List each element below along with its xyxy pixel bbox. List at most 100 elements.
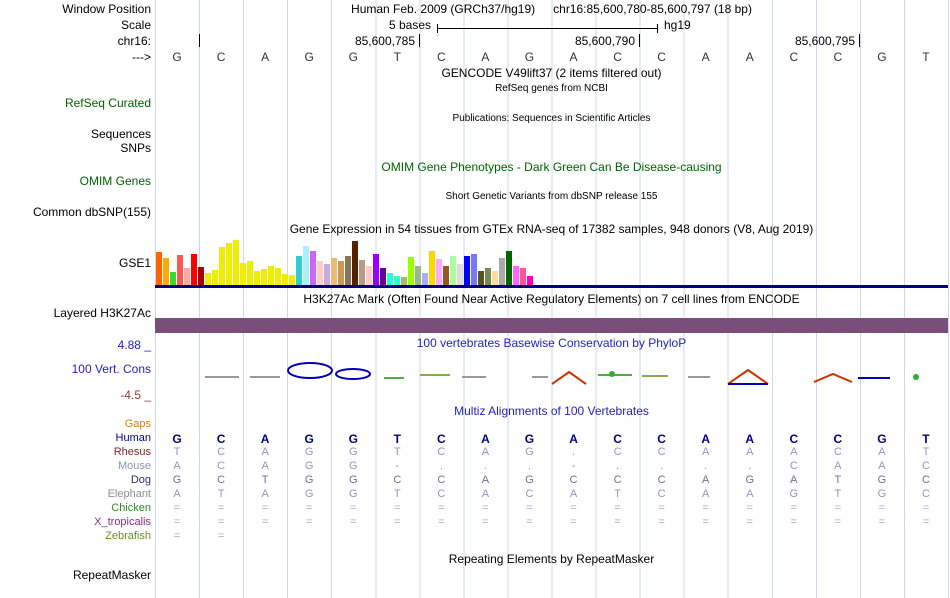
alignment-base: A	[790, 446, 798, 458]
species-label-zebrafish[interactable]: Zebrafish	[105, 530, 151, 542]
track-label-repeatmasker[interactable]: RepeatMasker	[72, 568, 151, 582]
species-label-human[interactable]: Human	[115, 432, 151, 444]
track-title-publications[interactable]: Publications: Sequences in Scientific Ar…	[452, 113, 651, 124]
track-title-repeatmasker[interactable]: Repeating Elements by RepeatMasker	[448, 552, 655, 566]
track-title-gencode[interactable]: GENCODE V49lift37 (2 items filtered out)	[441, 66, 662, 80]
ruler-base: T	[393, 50, 401, 64]
gtex-tissue-bar	[366, 266, 372, 285]
alignment-base: G	[304, 446, 314, 458]
gtex-tissue-bar	[331, 258, 337, 285]
alignment-base: =	[261, 502, 269, 514]
alignment-base: G	[877, 474, 887, 486]
species-label-chicken[interactable]: Chicken	[111, 502, 151, 514]
alignment-base: =	[834, 502, 842, 514]
gtex-tissue-bar	[191, 254, 197, 285]
track-label-snps[interactable]: SNPs	[120, 141, 151, 155]
track-label-layered-h3k27ac[interactable]: Layered H3K27Ac	[53, 306, 151, 320]
ruler-base: T	[922, 50, 930, 64]
species-label-mouse[interactable]: Mouse	[117, 460, 151, 472]
gtex-tissue-bar	[254, 271, 260, 285]
alignment-base: C	[613, 432, 622, 446]
gtex-tissue-bar	[177, 255, 183, 285]
alignment-base: A	[173, 460, 181, 472]
gtex-tissue-bar	[345, 256, 351, 285]
track-title-phylop[interactable]: 100 vertebrates Basewise Conservation by…	[416, 336, 687, 350]
track-label-omim-genes[interactable]: OMIM Genes	[79, 174, 151, 188]
gtex-tissue-bar	[443, 266, 449, 285]
ruler-base: C	[437, 50, 446, 64]
track-title-refseq[interactable]: RefSeq genes from NCBI	[495, 83, 608, 94]
alignment-base: =	[526, 516, 533, 528]
track-title-h3k27ac[interactable]: H3K27Ac Mark (Often Found Near Active Re…	[303, 292, 800, 306]
alignment-base: A	[746, 446, 754, 458]
alignment-base: T	[614, 488, 621, 500]
gtex-tissue-bar	[457, 264, 463, 285]
h3k27ac-signal-bar[interactable]	[155, 318, 948, 333]
window-position-text: Human Feb. 2009 (GRCh37/hg19) chr16:85,60…	[155, 2, 948, 16]
scale-value: 5 bases	[388, 18, 431, 32]
alignment-base: C	[437, 474, 446, 486]
label-chromosome: chr16:	[117, 34, 151, 48]
alignment-base: A	[481, 488, 490, 500]
gtex-tissue-bar	[170, 272, 176, 285]
ruler-base: C	[613, 50, 622, 64]
alignment-base: C	[437, 432, 446, 446]
ruler-base: A	[569, 50, 578, 64]
alignment-base: C	[217, 446, 226, 458]
track-label-sequences[interactable]: Sequences	[90, 127, 151, 141]
alignment-base: C	[657, 474, 666, 486]
alignment-base: A	[701, 432, 711, 446]
track-title-omim[interactable]: OMIM Gene Phenotypes - Dark Green Can Be…	[381, 160, 722, 174]
alignment-base: G	[172, 474, 182, 486]
alignment-base: =	[173, 530, 181, 542]
alignment-base: A	[260, 432, 270, 446]
ruler-coordinate: 85,600,785	[354, 34, 415, 48]
gtex-tissue-bar	[310, 251, 316, 285]
species-label-gaps[interactable]: Gaps	[124, 418, 151, 430]
alignment-base: C	[613, 474, 622, 486]
track-label-refseq-curated[interactable]: RefSeq Curated	[64, 96, 151, 110]
gtex-tissue-bar	[226, 243, 232, 285]
species-label-dog[interactable]: Dog	[130, 474, 151, 486]
scale-bar	[437, 28, 658, 29]
gtex-tissue-bar	[219, 247, 225, 285]
alignment-base: .	[660, 460, 664, 472]
alignment-base: .	[704, 460, 708, 472]
gtex-expression-bars[interactable]	[156, 240, 534, 285]
track-label-100-vert-cons[interactable]: 100 Vert. Cons	[71, 362, 151, 376]
gtex-tissue-bar	[520, 268, 526, 285]
assembly-text: Human Feb. 2009 (GRCh37/hg19)	[351, 2, 536, 16]
gtex-gene-item-label[interactable]: GSE1	[118, 256, 151, 270]
gtex-gene-model-line[interactable]	[155, 285, 948, 288]
gtex-tissue-bar	[247, 261, 253, 285]
alignment-base: G	[524, 432, 535, 446]
track-title-gtex[interactable]: Gene Expression in 54 tissues from GTEx …	[289, 222, 814, 236]
track-label-common-dbsnp[interactable]: Common dbSNP(155)	[32, 205, 151, 219]
alignment-base: .	[483, 460, 487, 472]
species-label-rhesus[interactable]: Rhesus	[113, 446, 151, 458]
alignment-base: A	[173, 488, 181, 500]
alignment-base: G	[525, 474, 534, 486]
alignment-base: G	[348, 432, 358, 446]
gtex-tissue-bar	[275, 268, 281, 285]
alignment-base: =	[173, 502, 181, 514]
alignment-base: C	[789, 460, 798, 472]
species-label-elephant[interactable]: Elephant	[107, 488, 151, 500]
ruler-tick	[199, 34, 200, 47]
alignment-base: =	[217, 516, 225, 528]
alignment-base: =	[350, 502, 357, 514]
alignment-base: =	[658, 502, 665, 514]
alignment-base: =	[394, 516, 401, 528]
alignment-base: G	[172, 432, 182, 446]
gtex-tissue-bar	[436, 259, 442, 285]
track-title-dbsnp[interactable]: Short Genetic Variants from dbSNP releas…	[445, 191, 658, 202]
gtex-tissue-bar	[268, 266, 274, 285]
track-title-multiz[interactable]: Multiz Alignments of 100 Vertebrates	[454, 404, 649, 418]
alignment-base: =	[746, 502, 753, 514]
alignment-base: G	[877, 432, 887, 446]
species-label-x_tropicalis[interactable]: X_tropicalis	[94, 516, 151, 528]
gtex-tissue-bar	[289, 275, 295, 285]
alignment-base: C	[657, 446, 666, 458]
gtex-tissue-bar	[499, 258, 505, 285]
